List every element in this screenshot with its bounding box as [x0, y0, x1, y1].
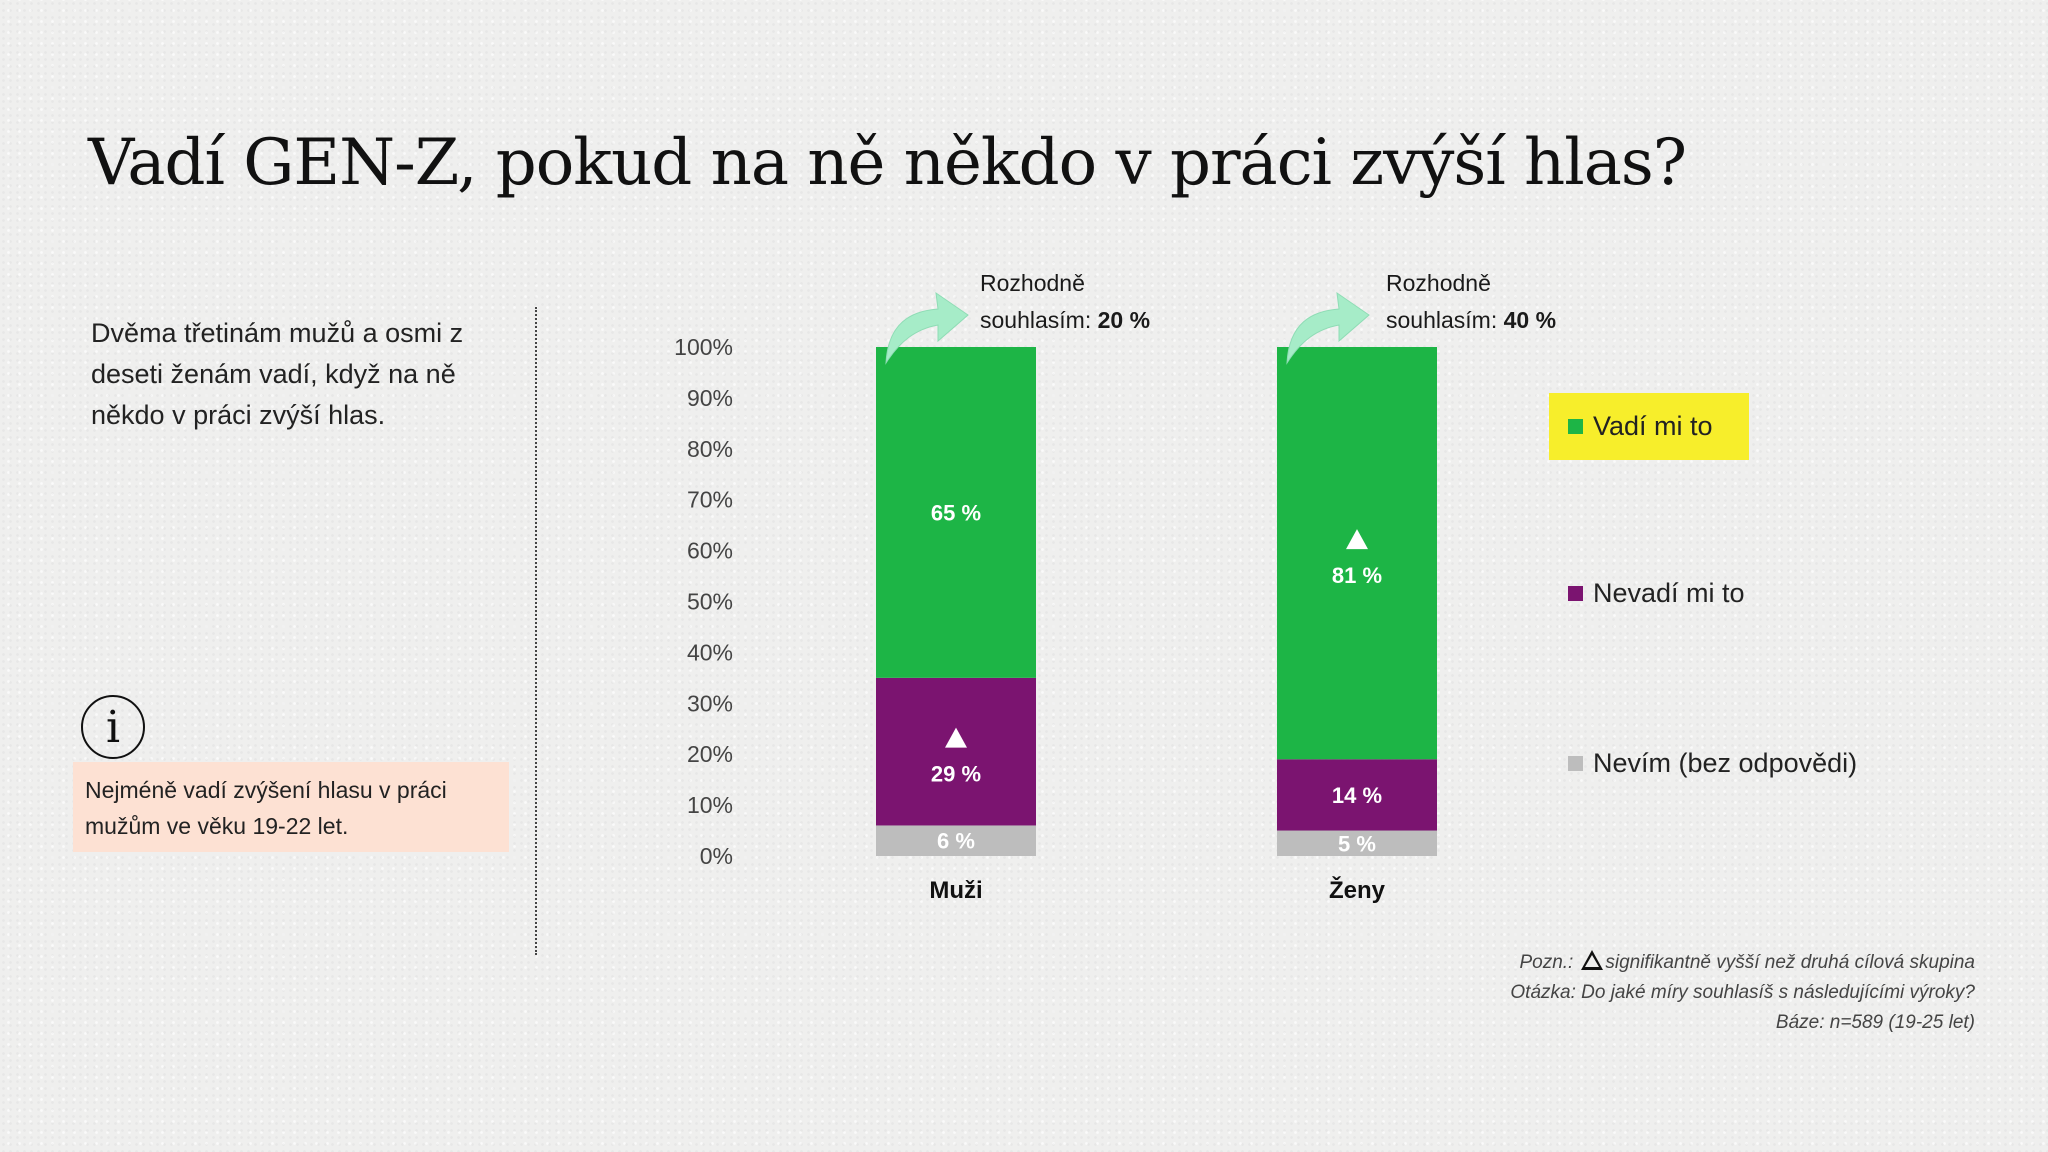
y-tick-label: 10%	[687, 792, 733, 818]
callout-arrows	[885, 291, 1370, 365]
bar-segment	[1277, 759, 1437, 831]
y-tick-label: 80%	[687, 436, 733, 462]
y-tick-label: 100%	[674, 334, 733, 360]
footnotes: Pozn.: signifikantně vyšší než druhá cílo…	[1510, 948, 1975, 1038]
x-tick-label: Muži	[929, 877, 982, 904]
y-tick-label: 20%	[687, 741, 733, 767]
note-base: Báze: n=589 (19-25 let)	[1775, 1012, 1975, 1033]
bar-segment	[876, 825, 1036, 856]
data-label: 5 %	[1338, 831, 1376, 856]
data-label: 29 %	[931, 762, 981, 787]
callout-line1: Rozhodně	[1386, 270, 1491, 296]
legend-item-nevadi: Nevadí mi to	[1568, 578, 1745, 609]
note-question: Otázka: Do jaké míry souhlasíš s následu…	[1510, 982, 1975, 1003]
curved-arrow-icon	[1286, 291, 1370, 365]
curved-arrow-icon	[885, 291, 969, 365]
callout-muzi: Rozhodně souhlasím: 20 %	[980, 265, 1150, 339]
bar-segment	[1277, 347, 1437, 760]
legend-label: Vadí mi to	[1593, 411, 1713, 441]
callout-value: 20 %	[1097, 307, 1151, 333]
y-axis: 0% 10% 20% 30% 40% 50% 60% 70% 80% 90% 100%	[674, 334, 733, 869]
y-tick-label: 40%	[687, 639, 733, 665]
y-tick-label: 30%	[687, 690, 733, 716]
y-tick-label: 70%	[687, 487, 733, 513]
info-icon: i	[81, 695, 145, 759]
legend-label: Nevím (bez odpovědi)	[1593, 748, 1858, 778]
page-title: Vadí GEN-Z, pokud na ně někdo v práci zv…	[88, 126, 1687, 200]
y-tick-label: 0%	[700, 843, 733, 869]
legend-label: Nevadí mi to	[1593, 578, 1745, 608]
legend-swatch	[1568, 419, 1583, 434]
legend-item-vadi: Vadí mi to	[1549, 393, 1749, 460]
note-text: signifikantně vyšší než druhá cílová sku…	[1605, 952, 1975, 973]
y-tick-label: 90%	[687, 385, 733, 411]
callout-value: 40 %	[1503, 307, 1557, 333]
callout-zeny: Rozhodně souhlasím: 40 %	[1386, 265, 1556, 339]
bar-segment	[876, 347, 1036, 678]
bars: 6 % 29 % 65 % Muži 5 % 14 % 81 % Ženy	[876, 347, 1437, 904]
y-tick-label: 50%	[687, 589, 733, 615]
callout-line1: Rozhodně	[980, 270, 1085, 296]
legend-swatch	[1568, 756, 1583, 771]
y-tick-label: 60%	[687, 538, 733, 564]
info-box: Nejméně vadí zvýšení hlasu v práci mužům…	[73, 762, 509, 852]
callout-line2: souhlasím:	[980, 307, 1092, 333]
legend-swatch	[1568, 586, 1583, 601]
significance-triangle-icon	[945, 727, 967, 748]
data-label: 6 %	[937, 829, 975, 854]
significance-triangle-icon	[1346, 529, 1368, 550]
legend-item-nevim: Nevím (bez odpovědi)	[1568, 748, 1857, 779]
data-label: 14 %	[1332, 783, 1382, 808]
data-label: 81 %	[1332, 563, 1382, 588]
bar-segment	[1277, 830, 1437, 856]
data-label: 65 %	[931, 500, 981, 525]
dotted-divider	[535, 307, 537, 955]
x-tick-label: Ženy	[1329, 876, 1386, 904]
note-label: Pozn.:	[1519, 952, 1574, 973]
callout-line2: souhlasím:	[1386, 307, 1498, 333]
bar-segment	[876, 677, 1036, 826]
intro-text: Dvěma třetinám mužů a osmi z deseti žená…	[91, 318, 464, 430]
significance-triangle-icon	[1581, 950, 1604, 970]
